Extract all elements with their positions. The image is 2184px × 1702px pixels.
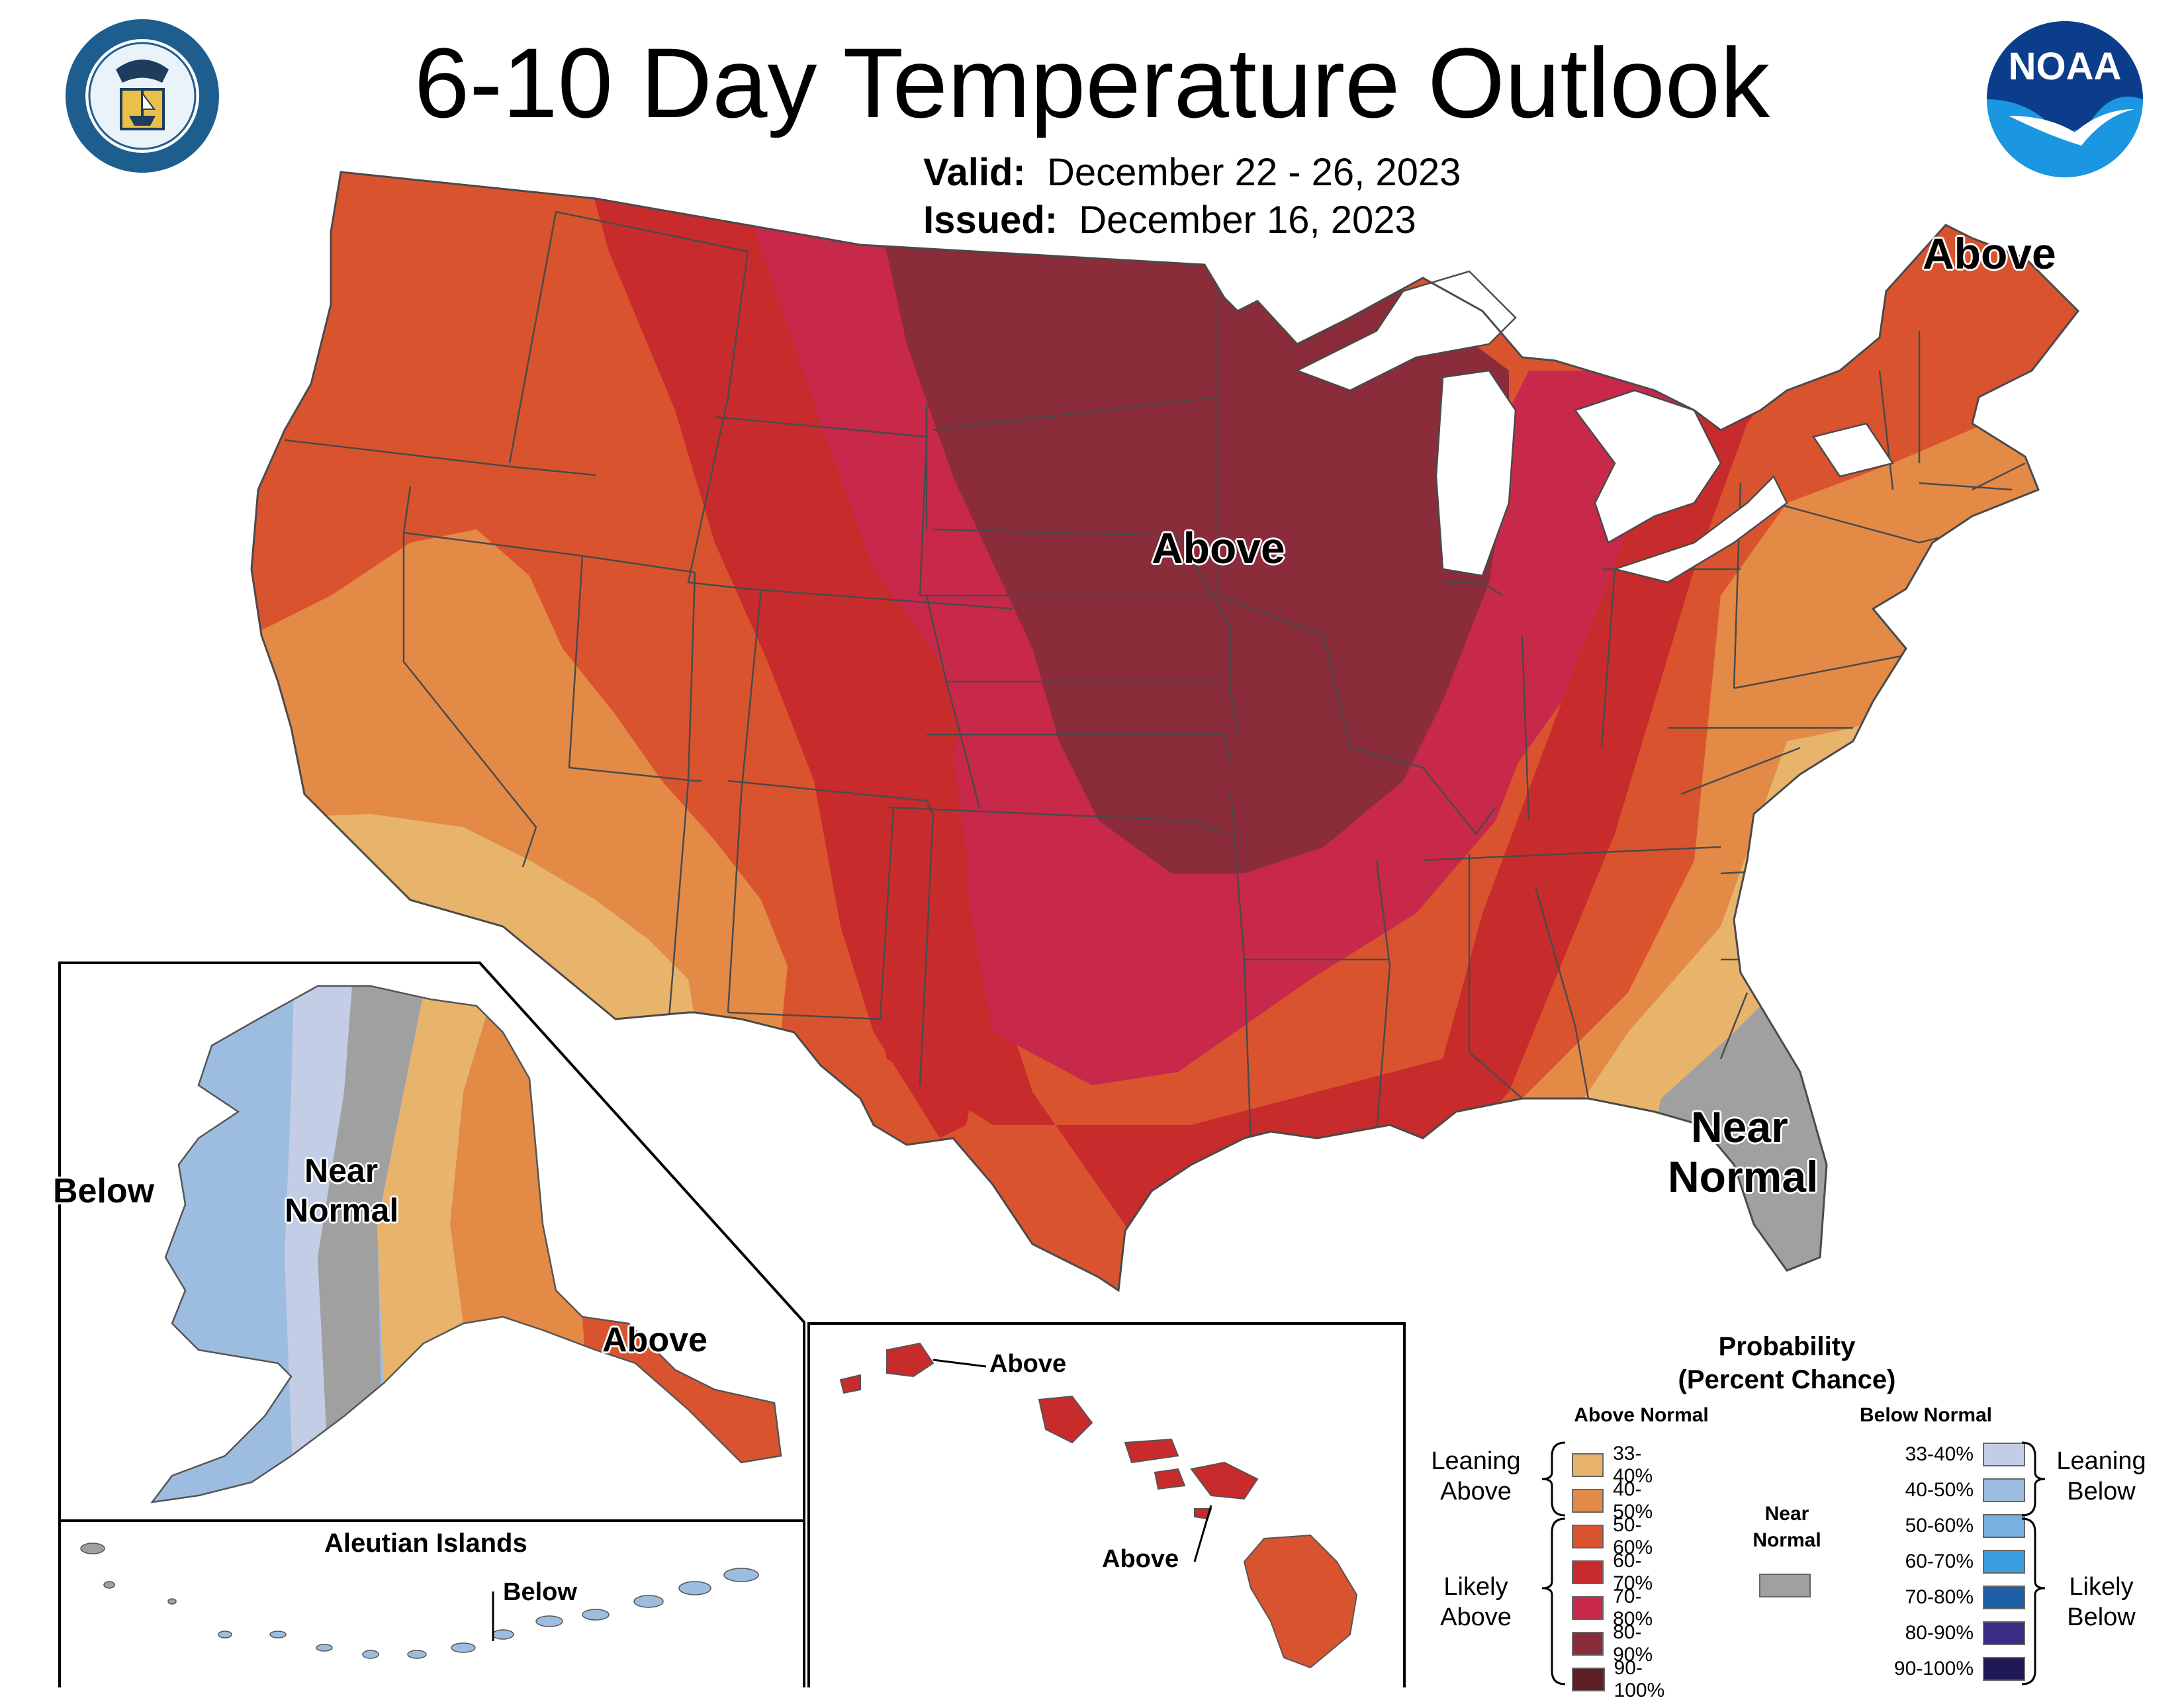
legend-below-header: Below Normal bbox=[1859, 1404, 1993, 1426]
florida-normal-label: Normal bbox=[1668, 1152, 1819, 1201]
legend-below-item: 33-40% bbox=[1905, 1443, 2025, 1466]
brace-likely-below bbox=[2021, 1517, 2046, 1685]
legend-range: 33-40% bbox=[1905, 1443, 1974, 1465]
issued-value: December 16, 2023 bbox=[1079, 199, 1416, 242]
legend-swatch bbox=[1572, 1632, 1604, 1656]
valid-value: December 22 - 26, 2023 bbox=[1046, 151, 1461, 194]
brace-likely-above bbox=[1541, 1517, 1566, 1685]
legend-range: 40-50% bbox=[1613, 1478, 1653, 1523]
legend-leaning-above: Leaning Above bbox=[1410, 1446, 1542, 1507]
legend-near-swatch bbox=[1759, 1574, 1811, 1597]
valid-dates: Valid: December 22 - 26, 2023 bbox=[923, 151, 1461, 195]
legend-below-item: 70-80% bbox=[1905, 1586, 2025, 1609]
legend-above-header: Above Normal bbox=[1574, 1404, 1709, 1426]
aleutian-title: Aleutian Islands bbox=[324, 1529, 527, 1558]
legend-near-2: Normal bbox=[1752, 1529, 1821, 1551]
legend-swatch bbox=[1983, 1514, 2025, 1538]
legend-range: 80-90% bbox=[1613, 1621, 1653, 1666]
legend-range: 33-40% bbox=[1613, 1443, 1653, 1487]
legend-below-item: 40-50% bbox=[1905, 1478, 2025, 1502]
legend-title: Probability (Percent Chance) bbox=[1615, 1330, 1959, 1396]
legend-range: 60-70% bbox=[1905, 1550, 1974, 1572]
hawaii-above-label-1: Above bbox=[989, 1350, 1067, 1378]
legend-below-item: 60-70% bbox=[1905, 1550, 2025, 1574]
legend-range: 40-50% bbox=[1905, 1479, 1974, 1501]
brace-leaning-below bbox=[2021, 1441, 2046, 1517]
legend-range: 90-100% bbox=[1893, 1658, 1974, 1680]
legend-above-item: 70-80% bbox=[1572, 1586, 1663, 1631]
legend-above-item: 80-90% bbox=[1572, 1621, 1663, 1666]
likely-above-1: Likely bbox=[1443, 1573, 1508, 1601]
commerce-seal-icon bbox=[66, 19, 219, 173]
legend-above-item: 40-50% bbox=[1572, 1478, 1663, 1523]
page-title: 6-10 Day Temperature Outlook bbox=[414, 27, 1770, 138]
legend-swatch bbox=[1572, 1596, 1604, 1620]
legend-above-item: 50-60% bbox=[1572, 1514, 1663, 1559]
noaa-logo-icon: NOAA bbox=[1987, 21, 2143, 177]
legend-title-2: (Percent Chance) bbox=[1678, 1365, 1896, 1394]
aleutian-below-label: Below bbox=[503, 1578, 577, 1606]
likely-below-1: Likely bbox=[2069, 1573, 2134, 1601]
alaska-near-label: Near bbox=[304, 1152, 379, 1189]
legend-swatch bbox=[1572, 1525, 1604, 1548]
legend-below-item: 50-60% bbox=[1905, 1514, 2025, 1538]
legend-near-normal: Near Normal bbox=[1734, 1501, 1840, 1554]
legend-swatch bbox=[1572, 1489, 1604, 1513]
legend-above-item: 33-40% bbox=[1572, 1443, 1663, 1488]
legend-below-item: 90-100% bbox=[1894, 1657, 2025, 1681]
legend-title-1: Probability bbox=[1718, 1332, 1856, 1361]
legend-swatch bbox=[1983, 1478, 2025, 1502]
legend-above-item: 60-70% bbox=[1572, 1550, 1663, 1595]
legend-swatch bbox=[1983, 1443, 2025, 1466]
legend-swatch bbox=[1572, 1453, 1604, 1477]
legend-range: 60-70% bbox=[1613, 1550, 1653, 1594]
legend-swatch bbox=[1983, 1657, 2025, 1681]
valid-label: Valid: bbox=[923, 151, 1026, 194]
legend-range: 80-90% bbox=[1905, 1622, 1974, 1644]
alaska-above-label: Above bbox=[602, 1321, 707, 1359]
legend-range: 70-80% bbox=[1905, 1586, 1974, 1608]
issued-date: Issued: December 16, 2023 bbox=[923, 199, 1416, 242]
legend-leaning-below: Leaning Below bbox=[2035, 1446, 2167, 1507]
legend-range: 50-60% bbox=[1613, 1514, 1653, 1558]
hawaii-above-label-2: Above bbox=[1102, 1545, 1179, 1573]
leaning-below-1: Leaning bbox=[2056, 1447, 2146, 1475]
legend-below-item: 80-90% bbox=[1905, 1621, 2025, 1645]
legend-range: 70-80% bbox=[1613, 1586, 1653, 1630]
leaning-below-2: Below bbox=[2067, 1478, 2136, 1505]
alaska-below-label: Below bbox=[53, 1172, 155, 1210]
legend-swatch bbox=[1572, 1560, 1604, 1584]
likely-below-2: Below bbox=[2067, 1603, 2136, 1631]
leaning-above-1: Leaning bbox=[1431, 1447, 1521, 1475]
likely-above-2: Above bbox=[1440, 1603, 1512, 1631]
noaa-logo-text: NOAA bbox=[2009, 45, 2122, 88]
legend-likely-below: Likely Below bbox=[2035, 1572, 2167, 1633]
legend-likely-above: Likely Above bbox=[1410, 1572, 1542, 1633]
florida-near-label: Near bbox=[1691, 1102, 1788, 1151]
conus-above-label: Above bbox=[1152, 523, 1285, 572]
legend-range: 50-60% bbox=[1905, 1515, 1974, 1537]
leaning-above-2: Above bbox=[1440, 1478, 1512, 1505]
northeast-above-label: Above bbox=[1923, 229, 2056, 278]
issued-label: Issued: bbox=[923, 199, 1058, 242]
legend-swatch bbox=[1983, 1586, 2025, 1609]
brace-leaning-above bbox=[1541, 1441, 1566, 1517]
legend-near-1: Near bbox=[1764, 1503, 1809, 1525]
alaska-normal-label: Normal bbox=[285, 1192, 399, 1229]
legend-swatch bbox=[1983, 1621, 2025, 1645]
legend-swatch bbox=[1983, 1550, 2025, 1574]
